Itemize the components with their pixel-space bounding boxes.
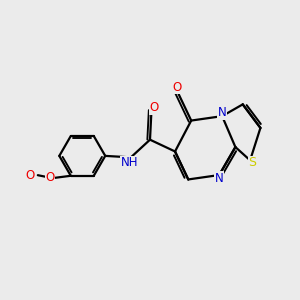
Text: O: O xyxy=(46,171,55,184)
Text: O: O xyxy=(149,101,158,114)
Text: NH: NH xyxy=(121,156,138,169)
Text: O: O xyxy=(26,169,35,182)
Text: N: N xyxy=(218,106,226,119)
Text: N: N xyxy=(215,172,224,185)
Text: O: O xyxy=(172,81,181,94)
Text: S: S xyxy=(248,156,256,169)
